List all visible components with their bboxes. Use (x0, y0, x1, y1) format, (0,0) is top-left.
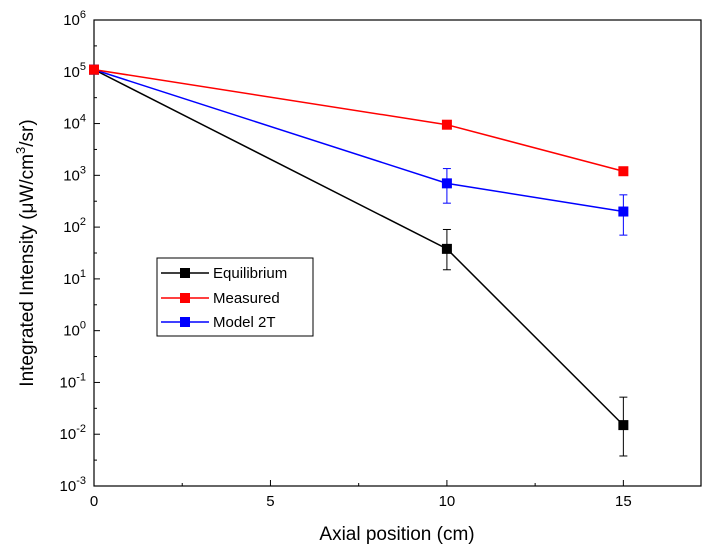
y-tick-label: 10-2 (60, 423, 86, 443)
y-tick-label-base: 10 (60, 426, 77, 443)
y-tick-label: 101 (63, 268, 86, 288)
legend-label-equilibrium: Equilibrium (213, 265, 287, 282)
y-tick-label-exponent: 0 (80, 320, 86, 332)
y-tick-label: 10-3 (60, 475, 86, 495)
legend: Equilibrium Measured Model 2T (156, 257, 314, 337)
series-line-model-2t (93, 68, 624, 213)
legend-item-equilibrium: Equilibrium (161, 265, 287, 282)
y-tick-label-base: 10 (63, 219, 80, 236)
legend-label-model-2t: Model 2T (213, 314, 276, 331)
y-tick-label-exponent: 4 (80, 113, 86, 125)
x-tick-label: 0 (90, 493, 98, 510)
data-point-equilibrium (618, 420, 629, 431)
data-point-equilibrium (441, 243, 452, 254)
y-tick-label-exponent: -1 (76, 371, 86, 383)
series-markers (89, 64, 629, 431)
y-tick-label-exponent: -3 (76, 475, 86, 487)
legend-item-model-2t: Model 2T (161, 314, 276, 331)
y-tick-label-base: 10 (60, 478, 77, 495)
y-tick-label-base: 10 (60, 374, 77, 391)
data-point-measured (618, 166, 629, 177)
legend-marker-model-2t (180, 317, 190, 327)
y-tick-label-base: 10 (63, 116, 80, 133)
y-tick-label: 104 (63, 113, 86, 133)
y-tick-label-base: 10 (63, 167, 80, 184)
series-lines (93, 68, 624, 426)
series-line-equilibrium (93, 68, 624, 426)
y-tick-label-base: 10 (63, 64, 80, 81)
y-tick-label: 10-1 (60, 371, 86, 391)
legend-marker-measured (180, 293, 190, 303)
plot-frame (93, 19, 702, 487)
legend-marker-equilibrium (180, 268, 190, 278)
y-tick-label: 103 (63, 164, 86, 184)
y-axis-title-part-2: /sr) (17, 119, 38, 146)
y-tick-label: 100 (63, 320, 86, 340)
data-point-measured (441, 119, 452, 130)
y-tick-label-exponent: 3 (80, 164, 86, 176)
y-tick-label-exponent: 2 (80, 216, 86, 228)
x-tick-label: 15 (615, 493, 632, 510)
y-tick-label-exponent: 5 (80, 61, 86, 73)
y-tick-label: 106 (63, 9, 86, 29)
y-axis-title-superscript: 3 (13, 147, 28, 154)
y-tick-label: 105 (63, 61, 86, 81)
data-point-model-2t (618, 206, 629, 217)
x-tick-label: 10 (439, 493, 456, 510)
y-tick-label-exponent: 1 (80, 268, 86, 280)
x-tick-label: 5 (266, 493, 274, 510)
legend-item-measured: Measured (161, 290, 280, 307)
series-line-measured (93, 68, 624, 172)
y-axis-title: Integrated Intensity (μW/cm3/sr) (13, 119, 38, 386)
y-tick-label-exponent: -2 (76, 423, 86, 435)
y-tick-label-base: 10 (63, 12, 80, 29)
y-axis-title-part-1: Integrated Intensity (μW/cm (17, 154, 38, 387)
y-tick-label-base: 10 (63, 323, 80, 340)
y-tick-label: 102 (63, 216, 86, 236)
data-point-measured (89, 64, 99, 75)
data-point-model-2t (441, 178, 452, 189)
error-bars (442, 168, 628, 457)
y-tick-label-exponent: 6 (80, 9, 86, 21)
y-tick-label-base: 10 (63, 271, 80, 288)
legend-label-measured: Measured (213, 290, 280, 307)
x-axis-title: Axial position (cm) (319, 524, 474, 545)
